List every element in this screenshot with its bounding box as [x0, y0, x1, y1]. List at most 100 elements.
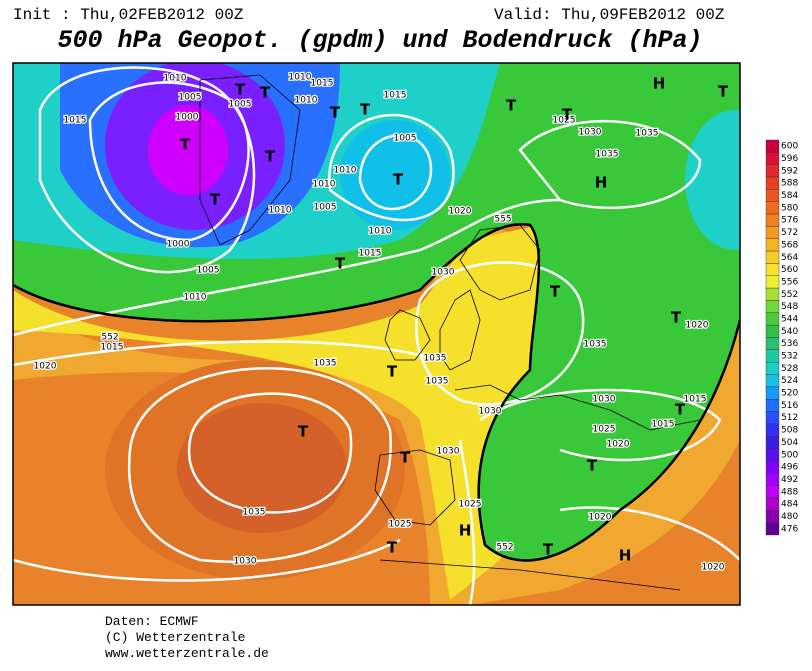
- isobar-label: 1015: [64, 116, 87, 126]
- legend-swatch: [765, 522, 780, 536]
- legend-label: 564: [781, 253, 798, 263]
- isobar-label: 1030: [579, 128, 602, 138]
- legend-swatch: [765, 152, 780, 165]
- legend-label: 596: [781, 154, 798, 164]
- isobar-label: 1005: [197, 266, 220, 276]
- pressure-center: T: [210, 191, 221, 209]
- legend-swatch: [765, 300, 780, 314]
- pressure-center: H: [653, 75, 666, 93]
- pressure-center: H: [619, 547, 632, 565]
- legend-swatch: [765, 510, 780, 523]
- pressure-center: H: [459, 522, 472, 540]
- legend-label: 524: [781, 376, 798, 386]
- footer: Daten: ECMWF (C) Wetterzentrale www.wett…: [105, 614, 269, 662]
- pressure-center: T: [562, 106, 573, 124]
- isobar-label: 1005: [314, 203, 337, 213]
- map: 1010 1005 1000 1015 1005 T T T T T 1010 1015 1010 101…: [12, 62, 798, 606]
- isobar-label: 1035: [243, 508, 266, 518]
- isobar-label: 1015: [101, 343, 124, 353]
- pressure-center: T: [506, 97, 517, 115]
- isobar-label: 1025: [459, 500, 482, 510]
- legend-swatch: [765, 337, 780, 351]
- legend-label: 600: [781, 142, 798, 152]
- legend-label: 480: [781, 512, 798, 522]
- pressure-center: T: [360, 101, 371, 119]
- isobar-label: 552: [496, 543, 513, 553]
- legend-label: 556: [781, 277, 798, 287]
- isobar-label: 1035: [584, 340, 607, 350]
- pressure-center: T: [718, 83, 729, 101]
- coastlines: [199, 74, 701, 591]
- isobar-label: 1010: [184, 293, 207, 303]
- legend-label: 568: [781, 240, 798, 250]
- pressure-center: T: [265, 148, 276, 166]
- legend-swatch: [765, 275, 780, 289]
- legend-swatch: [765, 164, 780, 178]
- init-time: Init : Thu,02FEB2012 00Z: [13, 6, 244, 24]
- pressure-center: T: [387, 539, 398, 557]
- isobar-label: 1020: [589, 513, 612, 523]
- pressure-center: H: [595, 174, 608, 192]
- isobar-label: 555: [494, 215, 511, 225]
- color-legend: 600 596 592 588 584 580 576 572 568 564 560 556 552 5…: [765, 139, 798, 536]
- isobar-label: 1015: [652, 420, 675, 430]
- legend-label: 548: [781, 302, 798, 312]
- legend-label: 552: [781, 290, 798, 300]
- isobar-label: 1015: [384, 91, 407, 101]
- legend-swatch: [765, 423, 780, 437]
- legend-label: 516: [781, 401, 798, 411]
- legend-label: 584: [781, 191, 798, 201]
- legend-label: 544: [781, 314, 798, 324]
- isobar-label: 552: [101, 333, 118, 343]
- isobar-label: 1020: [702, 563, 725, 573]
- isobar-label: 1030: [432, 268, 455, 278]
- legend-swatch: [765, 485, 780, 499]
- legend-label: 532: [781, 352, 798, 362]
- legend-swatch: [765, 324, 780, 338]
- isobar-label: 1005: [229, 100, 252, 110]
- legend-label: 592: [781, 166, 798, 176]
- isobar-label: 1020: [607, 440, 630, 450]
- isobar-label: 1030: [437, 447, 460, 457]
- legend-swatch: [765, 287, 780, 301]
- valid-time: Valid: Thu,09FEB2012 00Z: [494, 6, 725, 24]
- legend-swatch: [765, 189, 780, 202]
- isobars: [13, 66, 740, 605]
- legend-label: 512: [781, 413, 798, 423]
- footer-line: www.wetterzentrale.de: [105, 646, 269, 661]
- legend-label: 580: [781, 203, 798, 213]
- isobar-label: 1010: [334, 166, 357, 176]
- legend-swatch: [765, 139, 780, 153]
- legend-swatch: [765, 497, 780, 511]
- legend-label: 492: [781, 475, 798, 485]
- legend-label: 500: [781, 450, 798, 460]
- pressure-center: T: [180, 136, 191, 154]
- legend-swatch: [765, 436, 780, 449]
- legend-label: 488: [781, 487, 798, 497]
- legend-label: 504: [781, 438, 798, 448]
- legend-label: 520: [781, 389, 798, 399]
- legend-swatch: [765, 312, 780, 326]
- isobar-label: 1000: [176, 113, 199, 123]
- pressure-center: T: [671, 309, 682, 327]
- legend-swatch: [765, 386, 780, 400]
- pressure-center: T: [675, 401, 686, 419]
- isobar-label: 1020: [34, 362, 57, 372]
- legend-swatch: [765, 374, 780, 388]
- isobar-label: 1010: [289, 73, 312, 83]
- isobar-label: 1015: [684, 395, 707, 405]
- legend-swatch: [765, 250, 780, 264]
- legend-label: 560: [781, 265, 798, 275]
- legend-swatch: [765, 361, 780, 375]
- isobar-label: 1025: [389, 520, 412, 530]
- isobar-label: 1005: [394, 134, 417, 144]
- pressure-center: T: [330, 104, 341, 122]
- isobar-label: 1035: [424, 354, 447, 364]
- legend-swatch: [765, 213, 780, 227]
- pressure-center: T: [550, 283, 561, 301]
- legend-label: 496: [781, 463, 798, 473]
- legend-label: 540: [781, 327, 798, 337]
- footer-line: (C) Wetterzentrale: [105, 630, 246, 645]
- isobar-label: 1015: [359, 249, 382, 259]
- isobar-label: 1035: [314, 359, 337, 369]
